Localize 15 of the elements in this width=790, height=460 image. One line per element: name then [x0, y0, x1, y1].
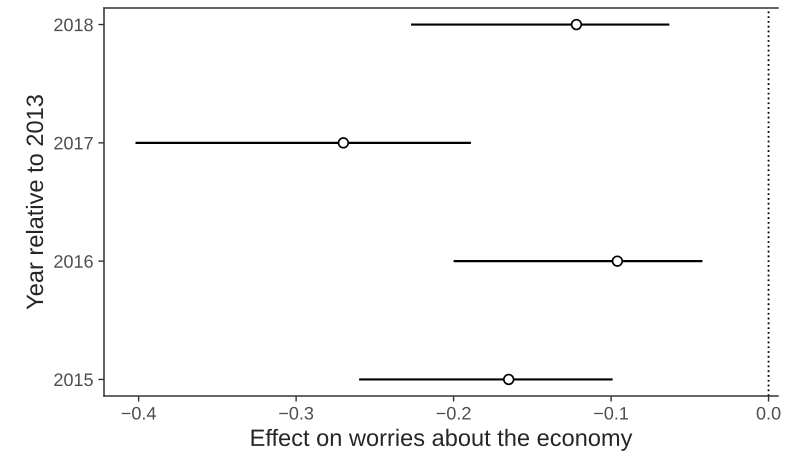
y-tick-label: 2017 [54, 136, 93, 150]
x-axis-title: Effect on worries about the economy [252, 428, 632, 451]
x-tick-label: 0.0 [756, 406, 780, 420]
x-tick-label: −0.3 [279, 406, 314, 420]
x-tick-label: −0.1 [594, 406, 628, 420]
point [612, 255, 624, 267]
y-tick-label: 2016 [54, 255, 93, 268]
point [338, 137, 350, 149]
x-tick-label: −0.2 [436, 406, 471, 420]
y-axis-title: Year relative to 2013 [26, 95, 44, 310]
y-tick-label: 2015 [54, 373, 93, 386]
y-tick-label: 2018 [54, 18, 93, 32]
point [570, 18, 582, 30]
point [503, 374, 514, 386]
x-tick-label: −0.4 [122, 406, 156, 420]
